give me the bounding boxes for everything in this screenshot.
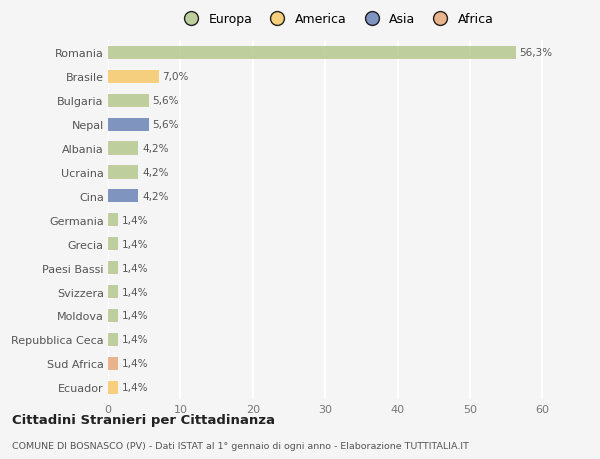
Bar <box>108 142 139 155</box>
Bar <box>108 238 118 251</box>
Bar <box>108 262 118 274</box>
Bar <box>108 309 118 322</box>
Bar <box>108 118 149 131</box>
Text: 5,6%: 5,6% <box>152 120 179 130</box>
Bar <box>108 47 515 60</box>
Text: 1,4%: 1,4% <box>122 287 148 297</box>
Text: 1,4%: 1,4% <box>122 215 148 225</box>
Bar <box>108 333 118 346</box>
Text: 56,3%: 56,3% <box>519 48 552 58</box>
Bar <box>108 190 139 203</box>
Bar <box>108 285 118 298</box>
Text: 1,4%: 1,4% <box>122 311 148 321</box>
Text: Cittadini Stranieri per Cittadinanza: Cittadini Stranieri per Cittadinanza <box>12 413 275 426</box>
Text: 1,4%: 1,4% <box>122 358 148 369</box>
Text: 1,4%: 1,4% <box>122 263 148 273</box>
Text: COMUNE DI BOSNASCO (PV) - Dati ISTAT al 1° gennaio di ogni anno - Elaborazione T: COMUNE DI BOSNASCO (PV) - Dati ISTAT al … <box>12 441 469 450</box>
Bar <box>108 357 118 370</box>
Bar <box>108 214 118 227</box>
Bar <box>108 95 149 107</box>
Text: 1,4%: 1,4% <box>122 382 148 392</box>
Text: 4,2%: 4,2% <box>142 191 169 202</box>
Text: 1,4%: 1,4% <box>122 239 148 249</box>
Text: 4,2%: 4,2% <box>142 144 169 154</box>
Bar <box>108 166 139 179</box>
Legend: Europa, America, Asia, Africa: Europa, America, Asia, Africa <box>173 8 499 31</box>
Text: 1,4%: 1,4% <box>122 335 148 345</box>
Text: 4,2%: 4,2% <box>142 168 169 178</box>
Text: 5,6%: 5,6% <box>152 96 179 106</box>
Bar <box>108 71 158 84</box>
Bar <box>108 381 118 394</box>
Text: 7,0%: 7,0% <box>162 72 188 82</box>
